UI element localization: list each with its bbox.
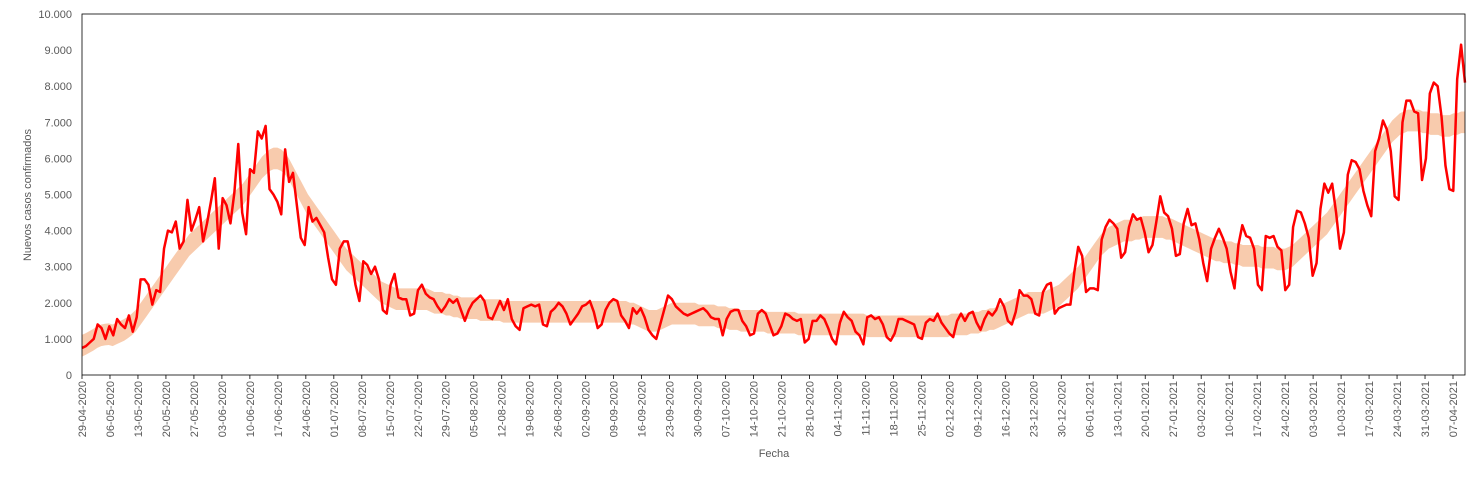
y-tick-label: 9.000 — [44, 45, 72, 57]
x-tick-label: 08-07-2020 — [357, 381, 369, 437]
x-tick-label: 19-08-2020 — [525, 381, 537, 437]
x-tick-label: 30-12-2020 — [1056, 381, 1068, 437]
x-tick-label: 10-06-2020 — [245, 381, 257, 437]
x-tick-label: 15-07-2020 — [385, 381, 397, 437]
x-tick-label: 24-06-2020 — [301, 381, 313, 437]
x-tick-label: 21-10-2020 — [776, 381, 788, 437]
x-tick-label: 29-04-2020 — [77, 381, 89, 437]
x-tick-label: 24-03-2021 — [1392, 381, 1404, 437]
y-tick-label: 0 — [66, 370, 72, 382]
y-tick-label: 7.000 — [44, 117, 72, 129]
x-tick-label: 26-08-2020 — [553, 381, 565, 437]
x-tick-label: 13-05-2020 — [133, 381, 145, 437]
x-tick-label: 25-11-2020 — [916, 381, 928, 436]
x-tick-label: 17-02-2021 — [1252, 381, 1264, 437]
x-tick-label: 02-12-2020 — [944, 381, 956, 437]
x-tick-label: 23-12-2020 — [1028, 381, 1040, 437]
x-tick-label: 01-07-2020 — [329, 381, 341, 437]
y-tick-label: 10.000 — [38, 9, 72, 21]
x-tick-label: 06-05-2020 — [105, 381, 117, 437]
x-tick-label: 14-10-2020 — [749, 381, 761, 437]
x-tick-label: 10-02-2021 — [1224, 381, 1236, 437]
x-tick-label: 29-07-2020 — [441, 381, 453, 437]
daily-cases-series — [81, 43, 1467, 350]
x-tick-label: 27-01-2021 — [1168, 381, 1180, 437]
x-axis-title: Fecha — [759, 448, 790, 460]
x-tick-label: 03-06-2020 — [217, 381, 229, 437]
x-tick-label: 09-12-2020 — [972, 381, 984, 437]
x-tick-label: 04-11-2020 — [832, 381, 844, 436]
y-axis-ticks: 0 1.000 2.000 3.000 4.000 5.000 6.000 7.000 8.00… — [38, 9, 72, 382]
x-tick-label: 12-08-2020 — [497, 381, 509, 437]
x-tick-label: 30-09-2020 — [693, 381, 705, 437]
x-tick-label: 06-01-2021 — [1084, 381, 1096, 437]
x-tick-label: 16-09-2020 — [637, 381, 649, 437]
x-tick-label: 24-02-2021 — [1280, 381, 1292, 437]
x-tick-label: 22-07-2020 — [413, 381, 425, 437]
y-tick-label: 3.000 — [44, 262, 72, 274]
x-tick-label: 05-08-2020 — [469, 381, 481, 437]
y-tick-label: 1.000 — [44, 334, 72, 346]
y-tick-label: 5.000 — [44, 190, 72, 202]
x-tick-label: 09-09-2020 — [609, 381, 621, 437]
x-tick-label: 03-03-2021 — [1308, 381, 1320, 437]
x-tick-label: 28-10-2020 — [804, 381, 816, 437]
daily-cases-line — [81, 43, 1467, 350]
x-tick-label: 03-02-2021 — [1196, 381, 1208, 437]
x-tick-label: 02-09-2020 — [581, 381, 593, 437]
x-tick-label: 23-09-2020 — [665, 381, 677, 437]
x-tick-label: 10-03-2021 — [1336, 381, 1348, 437]
x-tick-label: 17-03-2021 — [1364, 381, 1376, 437]
moving-average-band — [82, 109, 1465, 357]
x-tick-label: 18-11-2020 — [888, 381, 900, 436]
plot-area-frame — [81, 13, 1466, 376]
x-tick-label: 17-06-2020 — [273, 381, 285, 437]
y-tick-label: 2.000 — [44, 298, 72, 310]
x-tick-label: 20-05-2020 — [161, 381, 173, 437]
x-axis-ticks: 29-04-2020 06-05-2020 13-05-2020 20-05-2020… — [77, 375, 1460, 437]
moving-average-band-area — [82, 109, 1465, 357]
y-tick-label: 6.000 — [44, 153, 72, 165]
y-axis-title: Nuevos casos confirmados — [22, 128, 34, 261]
x-tick-label: 16-12-2020 — [1000, 381, 1012, 437]
x-tick-label: 13-01-2021 — [1112, 381, 1124, 437]
x-tick-label: 31-03-2021 — [1420, 381, 1432, 437]
x-tick-label: 11-11-2020 — [860, 381, 872, 436]
x-tick-label: 07-04-2021 — [1448, 381, 1460, 437]
x-tick-label: 27-05-2020 — [189, 381, 201, 437]
y-tick-label: 4.000 — [44, 226, 72, 238]
x-tick-label: 20-01-2021 — [1140, 381, 1152, 437]
x-tick-label: 07-10-2020 — [721, 381, 733, 437]
y-tick-label: 8.000 — [44, 81, 72, 93]
